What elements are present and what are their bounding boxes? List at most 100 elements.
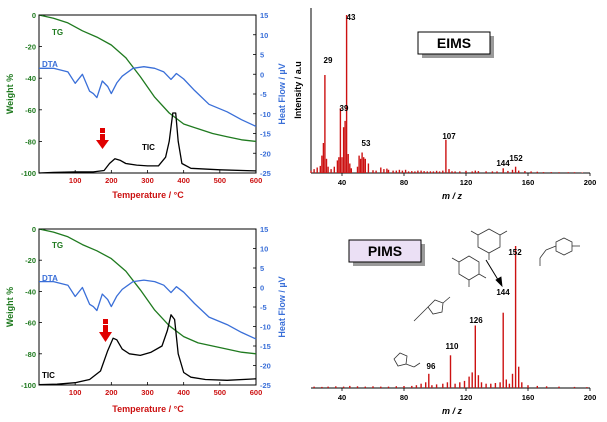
x-tick-label: 80 — [400, 178, 408, 187]
peak-labels: 152 144 126 110 96 — [427, 248, 523, 371]
x-tick-label: 300 — [141, 388, 154, 397]
y-tick-label-right: -20 — [260, 362, 271, 371]
x-tick-label: 80 — [400, 393, 408, 402]
series-layer — [313, 246, 588, 388]
series-layer — [38, 228, 257, 386]
arrow-shaft — [103, 325, 108, 332]
x-tick-label: 120 — [460, 178, 473, 187]
maltol-structure-icon — [451, 255, 487, 287]
x-tick-label: 200 — [105, 388, 118, 397]
peak-label-152: 152 — [508, 248, 522, 257]
x-tick-label: 400 — [177, 176, 190, 185]
y-tick-label-left: -80 — [25, 350, 36, 359]
y-axis-label-right: Heat Flow / µV — [277, 276, 287, 337]
arrow-head — [99, 332, 112, 342]
y-tick-label-right: 0 — [260, 284, 264, 293]
phenylpropanoid-structure-icon — [539, 237, 580, 266]
y-tick-label-right: -25 — [260, 169, 271, 178]
peak-label-29: 29 — [324, 56, 333, 65]
tic-label: TIC — [142, 143, 155, 152]
x-tick-label: 500 — [214, 388, 227, 397]
pims-title-box: PIMS — [348, 239, 425, 266]
x-tick-label: 40 — [338, 393, 346, 402]
x-tick-label: 100 — [69, 176, 82, 185]
peak-label-144: 144 — [496, 159, 510, 168]
arrow-shaft — [100, 134, 105, 140]
x-tick-label: 160 — [522, 393, 535, 402]
y-tick-label-left: -100 — [21, 381, 36, 390]
y-tick-label-left: -40 — [25, 74, 36, 83]
y-tick-label-right: 15 — [260, 225, 268, 234]
furfural-structure-icon — [393, 352, 421, 368]
peak-label-96: 96 — [427, 362, 436, 371]
y-tick-label-left: -80 — [25, 137, 36, 146]
x-tick-label: 400 — [177, 388, 190, 397]
x-tick-label: 200 — [584, 178, 597, 187]
y-axis-label: Intensity / a.u — [293, 61, 303, 119]
peak-label-53: 53 — [362, 139, 371, 148]
series-line-dta — [39, 279, 257, 340]
x-tick-label: 600 — [250, 388, 263, 397]
y-tick-label-left: 0 — [32, 11, 36, 20]
red-arrow-icon — [96, 128, 109, 149]
tg-label: TG — [52, 28, 63, 37]
peak-label-39: 39 — [340, 104, 349, 113]
x-axis-label: Temperature / °C — [112, 190, 184, 200]
y-tick-label-right: -20 — [260, 149, 271, 158]
y-tick-label-right: 10 — [260, 31, 268, 40]
ticks-layer: 100 200 300 400 500 6000-20-40-60-80-10015105… — [21, 225, 271, 397]
series-line-tic — [38, 112, 257, 174]
panel-tga-top: 100 200 300 400 500 600 0 -20 -40 -60 -80 -100 15 10 5… — [5, 11, 287, 200]
peak-label-152: 152 — [509, 154, 523, 163]
arrow-head — [96, 140, 109, 149]
x-tick-label: 600 — [250, 176, 263, 185]
x-axis-label: Temperature / °C — [112, 404, 184, 414]
series-line-tg — [38, 14, 257, 143]
chart-title: EIMS — [437, 35, 471, 51]
y-tick-label-left: -20 — [25, 256, 36, 265]
y-tick-label-right: -15 — [260, 342, 271, 351]
y-tick-label-right: 15 — [260, 11, 268, 20]
x-axis-label: m / z — [442, 406, 463, 416]
y-tick-label-right: -10 — [260, 323, 271, 332]
ticks-layer: 40 80 120 160 200 — [338, 388, 596, 402]
x-tick-label: 500 — [214, 176, 227, 185]
y-tick-label-right: 5 — [260, 51, 264, 60]
tg-label: TG — [52, 241, 63, 250]
arrow-bar — [103, 319, 108, 324]
y-tick-label-right: 0 — [260, 70, 264, 79]
dta-label: DTA — [42, 60, 58, 69]
series-line-tic — [38, 314, 257, 386]
series-line-tg — [38, 228, 257, 355]
y-tick-label-left: 0 — [32, 225, 36, 234]
y-tick-label-right: -15 — [260, 130, 271, 139]
x-tick-label: 120 — [460, 393, 473, 402]
x-tick-label: 100 — [69, 388, 82, 397]
peak-label-126: 126 — [469, 316, 483, 325]
y-tick-label-left: -40 — [25, 287, 36, 296]
y-tick-label-right: -5 — [260, 303, 267, 312]
series-line-dta — [39, 66, 257, 127]
tic-label: TIC — [42, 371, 55, 380]
x-tick-label: 200 — [584, 393, 597, 402]
x-tick-label: 160 — [522, 178, 535, 187]
eims-title-box: EIMS — [417, 31, 494, 58]
x-tick-label: 200 — [105, 176, 118, 185]
x-axis-label: m / z — [442, 191, 463, 201]
panel-tga-bottom: 100 200 300 400 500 6000-20-40-60-80-10015105… — [5, 225, 287, 414]
pyranone-structure-icon — [470, 228, 508, 288]
title-box — [417, 31, 491, 55]
peak-label-144: 144 — [496, 288, 510, 297]
plot-frame — [38, 228, 257, 386]
peak-label-107: 107 — [442, 132, 456, 141]
x-tick-label: 40 — [338, 178, 346, 187]
y-tick-label-left: -20 — [25, 43, 36, 52]
y-tick-label-left: -100 — [21, 169, 36, 178]
y-axis-label-left: Weight % — [5, 74, 15, 114]
y-tick-label-left: -60 — [25, 106, 36, 115]
molecule-structure-icons — [393, 228, 580, 368]
y-tick-label-left: -60 — [25, 319, 36, 328]
x-tick-label: 300 — [141, 176, 154, 185]
peak-labels: 43 29 39 53 107 144 152 — [324, 13, 524, 168]
